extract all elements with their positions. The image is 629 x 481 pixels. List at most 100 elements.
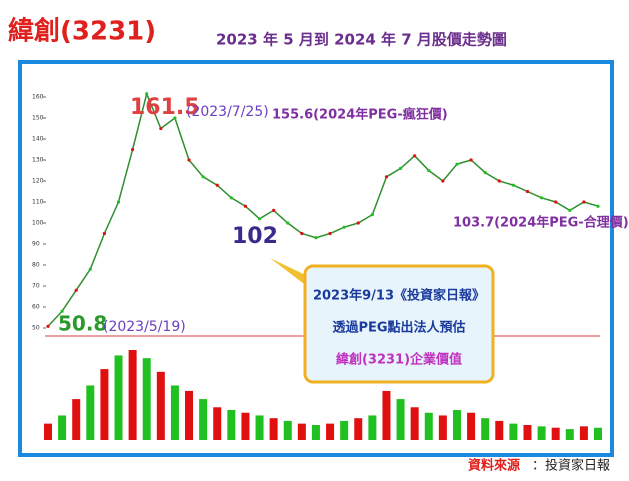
price-point [145, 92, 149, 96]
y-tick-label: 60 [32, 304, 40, 311]
callout-text: 透過PEG點出法人預估 [332, 320, 465, 336]
callout-text: 緯創(3231)企業價值 [336, 352, 462, 368]
price-point [173, 116, 177, 120]
price-point [272, 208, 276, 212]
volume-bar [255, 415, 264, 440]
price-point [539, 196, 544, 200]
price-point [398, 166, 403, 170]
price-point [356, 221, 360, 225]
volume-bar [340, 420, 349, 440]
callout-text: 2023年9/13《投資家日報》 [313, 288, 485, 304]
volume-bar [100, 369, 109, 440]
volume-bar [185, 390, 194, 440]
price-point [511, 183, 515, 187]
price-point [60, 309, 64, 313]
volume-bar [565, 429, 574, 440]
price-point [582, 200, 586, 204]
volume-bar [86, 385, 95, 440]
source-label: 資料來源 [468, 458, 520, 474]
volume-bar [156, 371, 165, 440]
volume-bar [326, 423, 335, 440]
price-point [187, 158, 191, 162]
volume-bar [467, 412, 476, 440]
price-line [47, 91, 599, 327]
callout-box [303, 264, 495, 384]
volume-bar [297, 423, 306, 440]
price-point [74, 288, 78, 292]
price-point [427, 168, 431, 173]
price-point [46, 324, 50, 328]
y-tick-label: 160 [32, 94, 44, 101]
volume-bar [170, 385, 179, 440]
volume-bar [523, 425, 532, 440]
volume-bar [424, 412, 433, 440]
y-tick-label: 110 [32, 199, 44, 206]
price-point [441, 179, 445, 183]
annotation: 161.5 [130, 95, 200, 120]
annotation: (2023/5/19) [103, 319, 186, 335]
volume-bar [594, 427, 602, 440]
price-point [554, 200, 558, 204]
annotation: 155.6(2024年PEG-瘋狂價) [272, 107, 448, 123]
price-point [314, 236, 318, 240]
price-point [201, 175, 205, 179]
y-tick-label: 150 [32, 115, 44, 122]
volume-bar [495, 420, 504, 440]
volume-bar [311, 425, 320, 440]
price-point [257, 217, 262, 221]
price-point [568, 208, 572, 212]
price-point [455, 162, 459, 166]
y-tick-label: 140 [32, 136, 44, 143]
price-point [300, 231, 304, 236]
volume-bar [438, 415, 447, 440]
volume-bar [537, 426, 546, 440]
price-point [370, 213, 374, 217]
y-tick-label: 120 [32, 178, 44, 185]
price-point [102, 231, 107, 236]
price-point [483, 171, 487, 175]
price-point [88, 267, 92, 271]
volume-bar [283, 420, 292, 440]
price-point [159, 126, 163, 131]
price-point [413, 154, 417, 158]
source-text: ：投資家日報 [532, 458, 610, 474]
price-point [469, 158, 473, 162]
volume-bar [269, 418, 278, 440]
price-point [328, 231, 332, 236]
y-tick-label: 50 [32, 325, 40, 332]
volume-bar [199, 399, 208, 440]
volume-bar [58, 415, 67, 440]
volume-bar [509, 423, 518, 440]
volume-bar [241, 412, 250, 440]
price-point [229, 196, 233, 200]
volume-bar [579, 426, 588, 440]
y-tick-label: 70 [32, 283, 40, 290]
volume-bar [481, 418, 490, 440]
price-point [342, 225, 346, 229]
y-tick-label: 80 [32, 262, 40, 269]
volume-bar [227, 410, 236, 440]
price-point [596, 204, 600, 208]
volume-bar [551, 427, 560, 440]
volume-bar [368, 415, 377, 440]
volume-bar [128, 350, 137, 440]
annotation: 102 [232, 224, 278, 249]
y-tick-label: 130 [32, 157, 44, 164]
price-point [116, 200, 121, 204]
price-point [131, 147, 135, 152]
volume-bar [410, 407, 419, 440]
title: 緯創(3231) [8, 17, 156, 47]
volume-bar [44, 423, 52, 440]
y-tick-label: 100 [32, 220, 44, 227]
volume-bar [396, 399, 405, 440]
y-tick-label: 90 [32, 241, 40, 248]
volume-bar [452, 410, 461, 440]
price-point [243, 204, 248, 208]
volume-bar [114, 355, 123, 440]
price-point [215, 183, 219, 187]
annotation: 103.7(2024年PEG-合理價) [453, 215, 629, 231]
price-point [286, 221, 290, 225]
volume-bar [72, 399, 81, 440]
volume-bar [213, 407, 222, 440]
annotation: (2023/7/25) [186, 104, 269, 120]
